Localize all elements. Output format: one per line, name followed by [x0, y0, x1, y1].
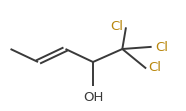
Text: Cl: Cl [155, 41, 168, 54]
Text: Cl: Cl [110, 20, 123, 33]
Text: Cl: Cl [148, 61, 161, 74]
Text: OH: OH [83, 91, 103, 104]
